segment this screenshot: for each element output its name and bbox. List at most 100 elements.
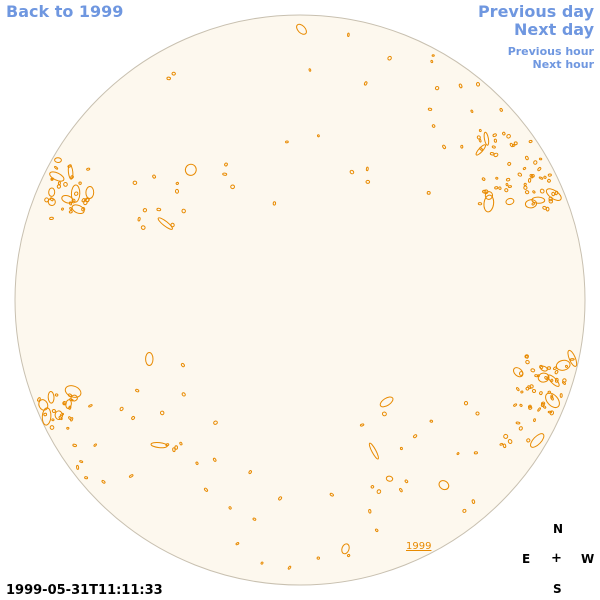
contour-mark <box>51 408 56 414</box>
contour-mark <box>523 185 528 190</box>
contour-mark <box>491 145 496 149</box>
contour-mark <box>128 474 134 478</box>
contour-mark <box>69 207 73 211</box>
contour-mark <box>174 445 179 450</box>
contour-mark <box>569 358 575 361</box>
contour-mark <box>387 55 392 61</box>
contour-mark <box>381 411 387 417</box>
contour-mark <box>492 133 497 138</box>
contour-mark <box>213 420 218 425</box>
compass-east: E <box>522 552 531 566</box>
contour-mark <box>74 191 79 196</box>
magnetic-contours <box>37 23 578 570</box>
contour-mark <box>181 392 186 397</box>
contour-mark <box>48 187 56 197</box>
previous-hour-link[interactable]: Previous hour <box>507 45 594 58</box>
contour-mark <box>549 410 555 416</box>
contour-mark <box>495 176 499 180</box>
contour-mark <box>498 186 502 190</box>
contour-mark <box>545 392 560 409</box>
contour-mark <box>224 162 228 167</box>
contour-mark <box>54 165 59 170</box>
contour-mark <box>516 387 520 392</box>
contour-mark <box>81 198 86 203</box>
contour-mark <box>475 411 480 416</box>
contour-mark <box>502 131 506 136</box>
contour-mark <box>379 396 394 408</box>
contour-mark <box>509 142 514 148</box>
contour-mark <box>329 492 334 497</box>
contour-mark <box>38 399 49 411</box>
contour-mark <box>376 489 382 494</box>
contour-mark <box>308 68 312 72</box>
next-hour-link[interactable]: Next hour <box>532 58 595 71</box>
contour-mark <box>248 470 252 475</box>
contour-mark <box>131 416 136 420</box>
contour-mark <box>544 376 548 380</box>
contour-mark <box>493 138 498 143</box>
contour-mark <box>260 561 264 565</box>
contour-mark <box>554 377 559 383</box>
contour-mark <box>462 508 467 513</box>
contour-mark <box>61 194 74 204</box>
contour-mark <box>519 403 523 407</box>
contour-mark <box>70 184 81 203</box>
observation-timestamp: 1999-05-31T11:11:33 <box>6 583 163 598</box>
contour-mark <box>550 396 554 401</box>
contour-mark <box>62 401 67 406</box>
year-link[interactable]: 1999 <box>406 541 432 552</box>
contour-mark <box>525 155 529 161</box>
contour-mark <box>47 391 55 404</box>
contour-mark <box>540 402 545 407</box>
contour-mark <box>67 164 74 180</box>
contour-mark <box>456 452 460 456</box>
contour-mark <box>137 216 141 222</box>
compass-center: + <box>551 551 562 566</box>
contour-mark <box>54 410 64 420</box>
contour-mark <box>460 144 464 149</box>
contour-mark <box>85 197 90 203</box>
contour-mark <box>504 188 509 193</box>
contour-mark <box>272 201 277 206</box>
contour-mark <box>316 134 320 138</box>
contour-mark <box>505 197 515 206</box>
contour-mark <box>365 179 371 184</box>
contour-mark <box>518 426 523 431</box>
contour-mark <box>547 178 551 183</box>
contour-mark <box>438 480 450 491</box>
contour-mark <box>374 528 379 533</box>
contour-mark <box>547 366 551 370</box>
contour-mark <box>63 182 68 187</box>
contour-mark <box>526 438 531 443</box>
contour-mark <box>554 190 559 196</box>
contour-mark <box>157 217 173 230</box>
contour-mark <box>478 128 482 133</box>
contour-mark <box>477 202 483 206</box>
contour-mark <box>430 59 434 64</box>
contour-mark <box>37 397 41 402</box>
contour-mark <box>483 189 489 195</box>
contour-mark <box>528 139 533 144</box>
contour-mark <box>363 81 368 86</box>
contour-mark <box>533 160 538 165</box>
contour-mark <box>296 23 307 35</box>
compass-south: S <box>553 582 562 596</box>
contour-mark <box>81 207 86 212</box>
contour-mark <box>54 157 62 164</box>
contour-mark <box>499 442 504 446</box>
contour-mark <box>71 198 76 204</box>
contour-mark <box>212 457 217 462</box>
contour-mark <box>51 418 55 422</box>
contour-mark <box>522 166 527 171</box>
contour-mark <box>475 82 481 87</box>
contour-mark <box>49 216 54 221</box>
contour-mark <box>47 197 56 206</box>
contour-mark <box>537 372 550 383</box>
contour-mark <box>49 425 55 430</box>
previous-day-link[interactable]: Previous day <box>477 2 594 21</box>
contour-mark <box>413 434 418 439</box>
next-day-link[interactable]: Next day <box>514 20 594 39</box>
back-to-year-link[interactable]: Back to 1999 <box>6 2 124 21</box>
contour-mark <box>530 368 536 373</box>
contour-mark <box>85 186 95 199</box>
